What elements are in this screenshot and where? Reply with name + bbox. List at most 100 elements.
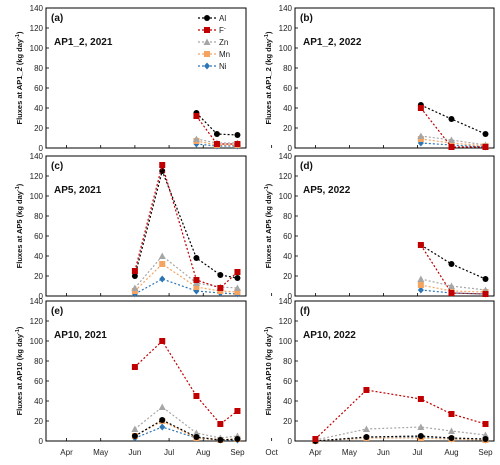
y-tick-label: 20 xyxy=(34,417,43,426)
data-point xyxy=(159,417,166,423)
data-point xyxy=(213,141,220,147)
data-point xyxy=(217,421,224,427)
data-point xyxy=(159,423,166,431)
y-axis-label: Fluxes at AP5 (kg day-1) xyxy=(264,183,273,268)
legend-marker xyxy=(204,62,210,70)
series-ni xyxy=(312,433,489,445)
panel-letter: (c) xyxy=(51,161,63,172)
y-tick-label: 120 xyxy=(30,24,44,33)
data-point xyxy=(217,272,224,278)
series-line xyxy=(315,426,486,441)
panel-letter: (d) xyxy=(300,161,313,172)
y-tick-label: 40 xyxy=(283,252,292,261)
data-point xyxy=(363,387,370,393)
data-point xyxy=(131,284,139,291)
plot-frame xyxy=(294,300,495,442)
x-tick-label: Jul xyxy=(164,448,174,457)
series-line xyxy=(420,284,486,293)
panel-title: AP5, 2022 xyxy=(303,185,351,196)
data-point xyxy=(417,396,424,402)
data-point xyxy=(131,425,139,432)
y-axis-label: Fluxes at AP10 (kg day-1) xyxy=(264,326,273,415)
series-ni xyxy=(131,275,241,298)
x-tick-label: Sep xyxy=(230,448,245,457)
y-tick-label: 120 xyxy=(279,172,293,181)
series-f xyxy=(417,242,489,297)
data-point xyxy=(448,116,455,122)
data-point xyxy=(131,364,138,370)
data-point xyxy=(417,282,424,288)
y-tick-label: 140 xyxy=(30,4,44,13)
y-tick-label: 0 xyxy=(39,144,44,153)
y-tick-label: 60 xyxy=(34,84,43,93)
series-line xyxy=(134,340,238,425)
data-point xyxy=(234,408,241,414)
y-tick-label: 0 xyxy=(39,292,44,301)
data-point xyxy=(448,411,455,417)
series-line xyxy=(420,138,486,147)
data-point xyxy=(159,261,166,267)
data-point xyxy=(417,275,425,282)
data-point xyxy=(448,290,455,296)
y-tick-label: 0 xyxy=(39,437,44,446)
series-f xyxy=(131,338,241,427)
data-point xyxy=(234,132,241,138)
x-tick-label: Jun xyxy=(128,448,141,457)
series-al xyxy=(131,417,241,443)
y-tick-label: 140 xyxy=(30,152,44,161)
x-tick-label: Aug xyxy=(444,448,458,457)
y-tick-label: 80 xyxy=(283,212,292,221)
y-tick-label: 120 xyxy=(30,172,44,181)
y-tick-label: 100 xyxy=(30,44,44,53)
data-point xyxy=(131,433,138,439)
data-point xyxy=(217,285,224,291)
y-tick-label: 120 xyxy=(30,317,44,326)
y-axis-label: Fluxes at AP1_2 (kg day-1) xyxy=(15,31,24,124)
y-tick-label: 40 xyxy=(34,397,43,406)
data-point xyxy=(417,423,425,430)
data-point xyxy=(234,269,241,275)
y-tick-label: 80 xyxy=(34,357,43,366)
data-point xyxy=(448,144,455,150)
data-point xyxy=(193,393,200,399)
y-tick-label: 120 xyxy=(279,24,293,33)
data-point xyxy=(193,284,200,290)
y-tick-label: 60 xyxy=(34,377,43,386)
series-al xyxy=(131,168,241,281)
series-line xyxy=(195,115,238,145)
data-point xyxy=(193,255,200,261)
x-tick-label: Jun xyxy=(377,448,390,457)
series-line xyxy=(420,142,486,148)
data-point xyxy=(192,429,200,436)
series-zn xyxy=(311,423,489,443)
legend-label: Mn xyxy=(219,50,230,59)
y-tick-label: 0 xyxy=(288,144,293,153)
y-tick-label: 80 xyxy=(283,357,292,366)
data-point xyxy=(417,132,425,139)
series-mn xyxy=(131,261,241,295)
data-point xyxy=(417,242,424,248)
y-axis-label: Fluxes at AP1_2 (kg day-1) xyxy=(264,31,273,124)
series-line xyxy=(420,289,486,295)
data-point xyxy=(193,113,200,119)
data-point xyxy=(217,437,224,443)
legend-label: Ni xyxy=(219,62,227,71)
series-line xyxy=(134,255,238,289)
legend-label: Zn xyxy=(219,38,228,47)
y-tick-label: 100 xyxy=(279,337,293,346)
panel-f: 0 20 40 60 80 100 120 140 Apr May Jun Jul Aug Sep Oct F… xyxy=(264,297,495,457)
legend-label: F- xyxy=(219,26,226,35)
data-point xyxy=(193,434,200,440)
y-tick-label: 60 xyxy=(283,84,292,93)
legend-marker xyxy=(204,27,210,33)
y-tick-label: 140 xyxy=(30,297,44,306)
panel-letter: (f) xyxy=(300,306,310,317)
panel-title: AP10, 2022 xyxy=(303,330,356,341)
panel-title: AP1_2, 2021 xyxy=(54,37,113,48)
panel-b: 0 20 40 60 80 100 120 140 Fluxes at AP1_2 (kg da… xyxy=(264,4,495,153)
legend-marker xyxy=(204,51,210,57)
data-point xyxy=(482,276,489,282)
data-point xyxy=(158,403,166,410)
y-axis-label: Fluxes at AP10 (kg day-1) xyxy=(15,326,24,415)
series-al xyxy=(417,242,489,282)
